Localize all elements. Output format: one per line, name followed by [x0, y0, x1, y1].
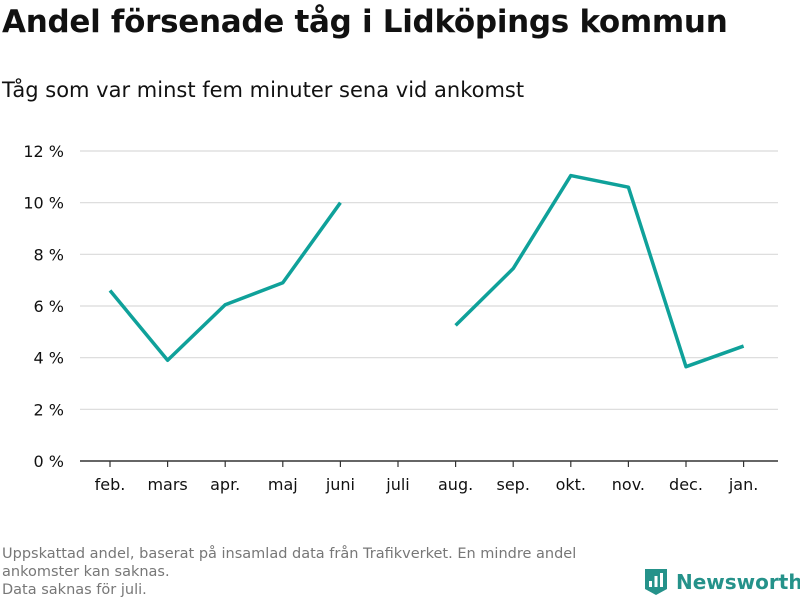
x-tick-label: apr.	[210, 475, 240, 494]
x-tick-label: aug.	[438, 475, 473, 494]
series-line	[108, 201, 342, 362]
line-chart: 0 % 2 % 4 % 6 % 8 % 10 % 12 % feb. mars apr. maj j…	[23, 142, 778, 494]
x-tick-label: juni	[325, 475, 355, 494]
y-tick-label: 8 %	[34, 245, 64, 264]
footnote-source: Uppskattad andel, baserat på insamlad da…	[2, 546, 577, 580]
y-tick-label: 10 %	[23, 194, 64, 213]
footnote-missing-data: Data saknas för juli.	[2, 582, 147, 598]
y-axis-ticks: 0 % 2 % 4 % 6 % 8 % 10 % 12 %	[23, 142, 64, 471]
chart-subtitle: Tåg som var minst fem minuter sena vid a…	[2, 78, 525, 102]
x-tick-label: maj	[268, 475, 298, 494]
series-line	[454, 173, 745, 369]
x-tick-label: jan.	[728, 475, 758, 494]
footnote: Uppskattad andel, baserat på insamlad da…	[2, 545, 632, 599]
y-tick-label: 6 %	[34, 297, 64, 316]
chart-title: Andel försenade tåg i Lidköpings kommun	[2, 4, 728, 40]
newsworthy-logo-icon	[645, 569, 667, 595]
y-tick-label: 2 %	[34, 400, 64, 419]
x-tick-label: juli	[385, 475, 409, 494]
x-tick-label: nov.	[612, 475, 645, 494]
data-series	[108, 173, 745, 369]
gridlines	[80, 150, 778, 410]
x-tick-label: okt.	[556, 475, 586, 494]
x-tick-label: mars	[147, 475, 187, 494]
x-tick-label: dec.	[669, 475, 703, 494]
brand-name: Newsworthy	[676, 570, 800, 594]
y-tick-label: 12 %	[23, 142, 64, 161]
x-axis: feb. mars apr. maj juni juli aug. sep. okt. nov. d…	[80, 460, 778, 494]
y-tick-label: 4 %	[34, 349, 64, 368]
x-tick-label: sep.	[496, 475, 529, 494]
y-tick-label: 0 %	[34, 452, 64, 471]
brand-logo: Newsworthy	[644, 568, 800, 596]
x-tick-label: feb.	[95, 475, 126, 494]
